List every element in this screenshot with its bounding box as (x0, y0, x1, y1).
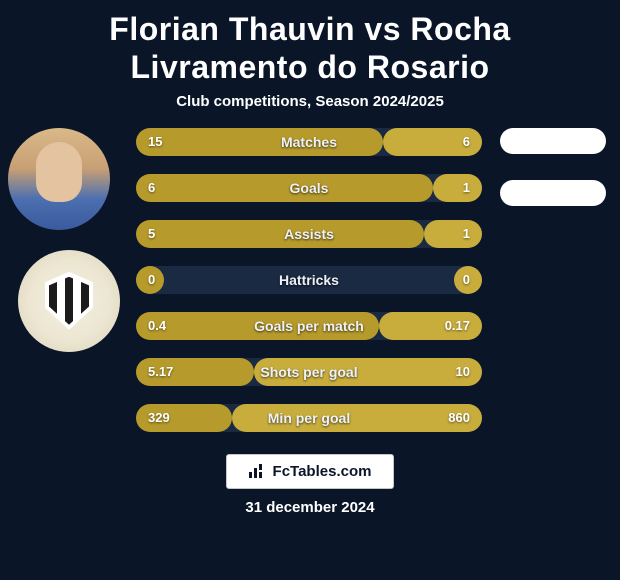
stat-row: 156Matches (136, 128, 482, 156)
right-pills (500, 128, 606, 232)
stat-label: Goals per match (136, 318, 482, 334)
stat-bars: 156Matches 61Goals 51Assists 00Hattricks 0.4… (136, 128, 482, 432)
chart-icon (249, 464, 267, 478)
player2-club-placeholder (500, 180, 606, 206)
stat-label: Hattricks (136, 272, 482, 288)
page-title: Florian Thauvin vs Rocha Livramento do R… (0, 0, 620, 93)
stat-row: 00Hattricks (136, 266, 482, 294)
site-name: FcTables.com (273, 463, 372, 480)
stat-label: Shots per goal (136, 364, 482, 380)
stat-label: Goals (136, 180, 482, 196)
stat-row: 61Goals (136, 174, 482, 202)
stat-row: 0.40.17Goals per match (136, 312, 482, 340)
comparison-content: 156Matches 61Goals 51Assists 00Hattricks 0.4… (0, 128, 620, 432)
stat-row: 51Assists (136, 220, 482, 248)
stat-label: Assists (136, 226, 482, 242)
footer-date: 31 december 2024 (245, 499, 374, 516)
page-subtitle: Club competitions, Season 2024/2025 (0, 93, 620, 110)
player2-avatar-placeholder (500, 128, 606, 154)
player1-club-badge (18, 250, 120, 352)
left-avatars (8, 128, 120, 352)
stat-row: 5.1710Shots per goal (136, 358, 482, 386)
stat-label: Min per goal (136, 410, 482, 426)
site-badge: FcTables.com (226, 454, 395, 489)
footer: FcTables.com 31 december 2024 (0, 454, 620, 516)
player1-avatar (8, 128, 110, 230)
stat-row: 329860Min per goal (136, 404, 482, 432)
stat-label: Matches (136, 134, 482, 150)
